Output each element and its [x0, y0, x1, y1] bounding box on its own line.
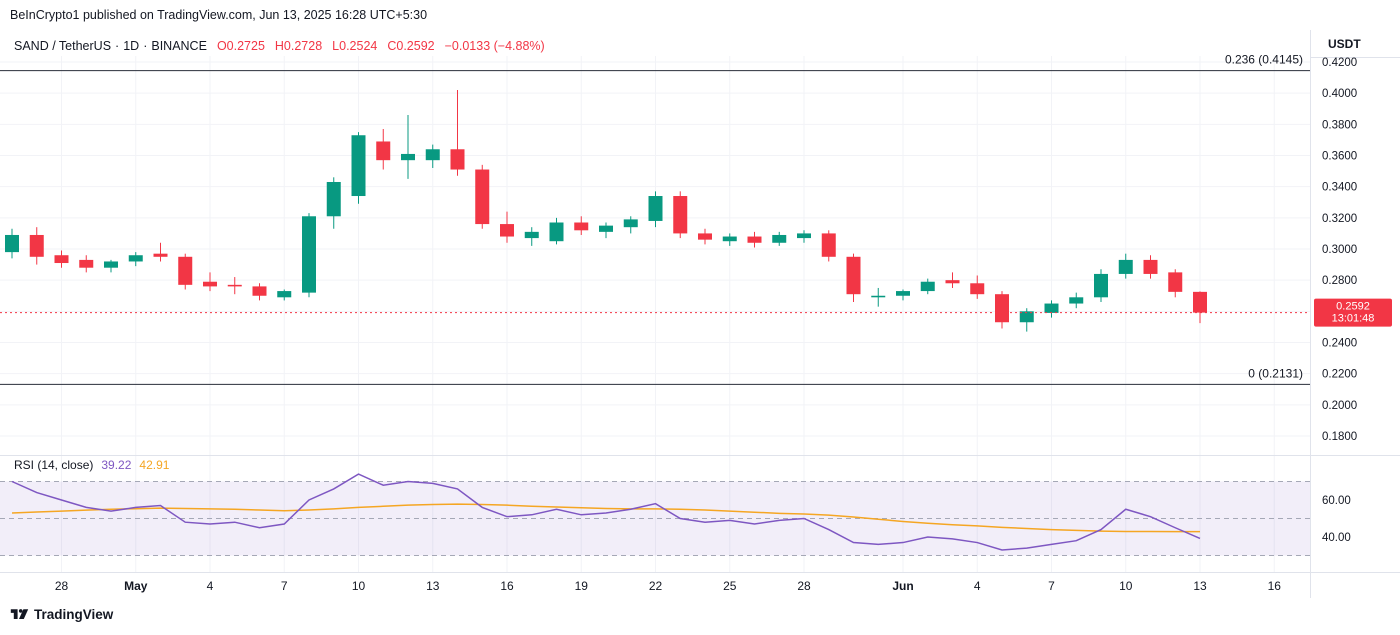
svg-text:28: 28	[55, 579, 69, 593]
svg-text:13: 13	[426, 579, 440, 593]
svg-text:16: 16	[1268, 579, 1282, 593]
svg-text:60.00: 60.00	[1322, 495, 1351, 507]
svg-text:40.00: 40.00	[1322, 532, 1351, 544]
svg-text:22: 22	[649, 579, 663, 593]
rsi-ma-value: 42.91	[139, 458, 170, 472]
legend-separator: ·	[115, 39, 120, 53]
rsi-legend[interactable]: RSI (14, close) 39.22 42.91	[14, 458, 169, 472]
price-levels: 0.236 (0.4145) 0 (0.2131)	[0, 53, 1310, 385]
svg-text:0.2592: 0.2592	[1336, 301, 1370, 313]
svg-text:10: 10	[352, 579, 366, 593]
ohlc-close: C0.2592	[387, 39, 435, 53]
svg-text:0.3600: 0.3600	[1322, 151, 1357, 163]
ohlc-high: H0.2728	[274, 39, 323, 53]
rsi-ma-line	[11, 503, 1201, 533]
candles	[5, 90, 1207, 332]
exchange-label: BINANCE	[151, 39, 207, 53]
svg-text:0.2000: 0.2000	[1322, 400, 1357, 412]
svg-text:0.236 (0.4145): 0.236 (0.4145)	[1225, 53, 1303, 67]
svg-text:4: 4	[207, 579, 214, 593]
rsi-value: 39.22	[101, 458, 132, 472]
svg-text:0.3200: 0.3200	[1322, 213, 1357, 225]
ohlc-open: O0.2725	[216, 39, 265, 53]
price-axis[interactable]: USDT 0.4200 0.4000 0.3800 0.3600 0.3400 0.3200…	[1322, 37, 1361, 544]
svg-text:USDT: USDT	[1328, 37, 1361, 51]
ohlc-change: −0.0133 (−4.88%)	[444, 39, 545, 53]
svg-text:10: 10	[1119, 579, 1133, 593]
svg-text:7: 7	[1048, 579, 1055, 593]
svg-text:28: 28	[797, 579, 811, 593]
separators	[0, 30, 1400, 598]
svg-text:0.3400: 0.3400	[1322, 182, 1357, 194]
tradingview-footer-link[interactable]: TradingView	[10, 606, 113, 622]
svg-text:7: 7	[281, 579, 288, 593]
svg-text:4: 4	[974, 579, 981, 593]
symbol-legend[interactable]: SAND / TetherUS · 1D · BINANCE O0.2725 H0.2728…	[14, 39, 545, 53]
publish-info: BeInCrypto1 published on TradingView.com…	[10, 8, 428, 22]
svg-text:25: 25	[723, 579, 737, 593]
svg-text:0.2400: 0.2400	[1322, 338, 1357, 350]
svg-text:0 (0.2131): 0 (0.2131)	[1248, 366, 1303, 380]
tradingview-logo-icon	[10, 606, 29, 622]
legend-separator: ·	[143, 39, 148, 53]
svg-text:19: 19	[575, 579, 589, 593]
svg-text:0.1800: 0.1800	[1322, 431, 1357, 443]
rsi-label: RSI (14, close)	[14, 458, 94, 472]
svg-text:16: 16	[500, 579, 514, 593]
rsi-band	[0, 481, 1310, 556]
svg-text:13: 13	[1193, 579, 1207, 593]
symbol-name: SAND / TetherUS	[14, 39, 112, 53]
svg-text:May: May	[124, 579, 148, 593]
interval-label: 1D	[123, 39, 140, 53]
rsi-line	[11, 473, 1201, 551]
svg-text:Jun: Jun	[892, 579, 913, 593]
svg-text:0.2200: 0.2200	[1322, 369, 1357, 381]
svg-text:0.4000: 0.4000	[1322, 88, 1357, 100]
svg-text:0.3000: 0.3000	[1322, 244, 1357, 256]
time-axis[interactable]: 28 May 4 7 10 13 16 19 22 25 28 Jun 4 7 10 13 16	[55, 579, 1281, 593]
svg-text:13:01:48: 13:01:48	[1332, 313, 1375, 325]
tradingview-brand-text: TradingView	[34, 606, 114, 622]
svg-text:0.3800: 0.3800	[1322, 119, 1357, 131]
ohlc-low: L0.2524	[332, 39, 378, 53]
gridlines	[0, 56, 1310, 572]
svg-text:0.4200: 0.4200	[1322, 57, 1357, 69]
svg-text:0.2800: 0.2800	[1322, 275, 1357, 287]
rsi-lines	[11, 473, 1201, 551]
